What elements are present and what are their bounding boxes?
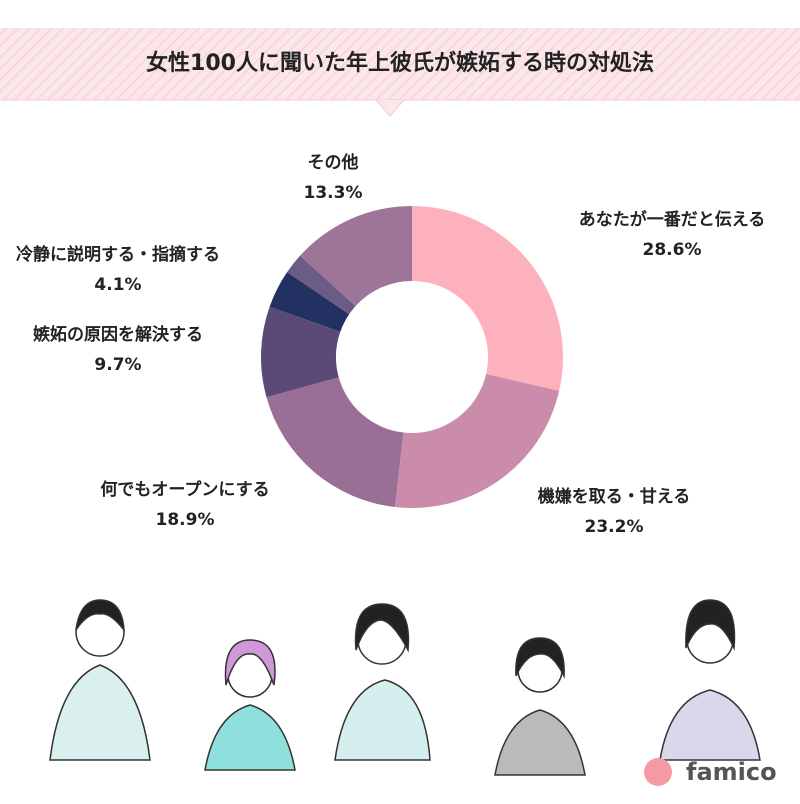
donut-slice xyxy=(266,377,404,508)
title-banner xyxy=(0,28,800,117)
slice-label: その他 xyxy=(308,152,359,173)
slice-value-label: 4.1% xyxy=(94,275,141,295)
donut-slice xyxy=(287,255,356,315)
illustrations xyxy=(49,599,761,776)
slice-value-label: 18.9% xyxy=(156,510,215,530)
brand-logo: famico xyxy=(686,758,777,786)
donut-slice xyxy=(394,374,560,508)
slice-value-label: 13.3% xyxy=(304,183,363,203)
slice-value-label: 23.2% xyxy=(585,517,644,537)
donut-slice xyxy=(269,272,350,332)
slice-label: あなたが一番だと伝える xyxy=(579,209,766,230)
donut-slice xyxy=(261,306,341,398)
slice-value-label: 28.6% xyxy=(643,240,702,260)
brand-icon xyxy=(644,758,672,786)
slice-value-label: 9.7% xyxy=(94,355,141,375)
slice-label: 嫉妬の原因を解決する xyxy=(33,324,203,345)
slice-label: 何でもオープンにする xyxy=(100,479,269,500)
donut-slice xyxy=(412,206,563,391)
slice-label: 機嫌を取る・甘える xyxy=(538,486,691,507)
donut-slice xyxy=(299,206,412,307)
slice-label: 冷静に説明する・指摘する xyxy=(16,244,220,265)
chart-title: 女性100人に聞いた年上彼氏が嫉妬する時の対処法 xyxy=(146,50,654,76)
